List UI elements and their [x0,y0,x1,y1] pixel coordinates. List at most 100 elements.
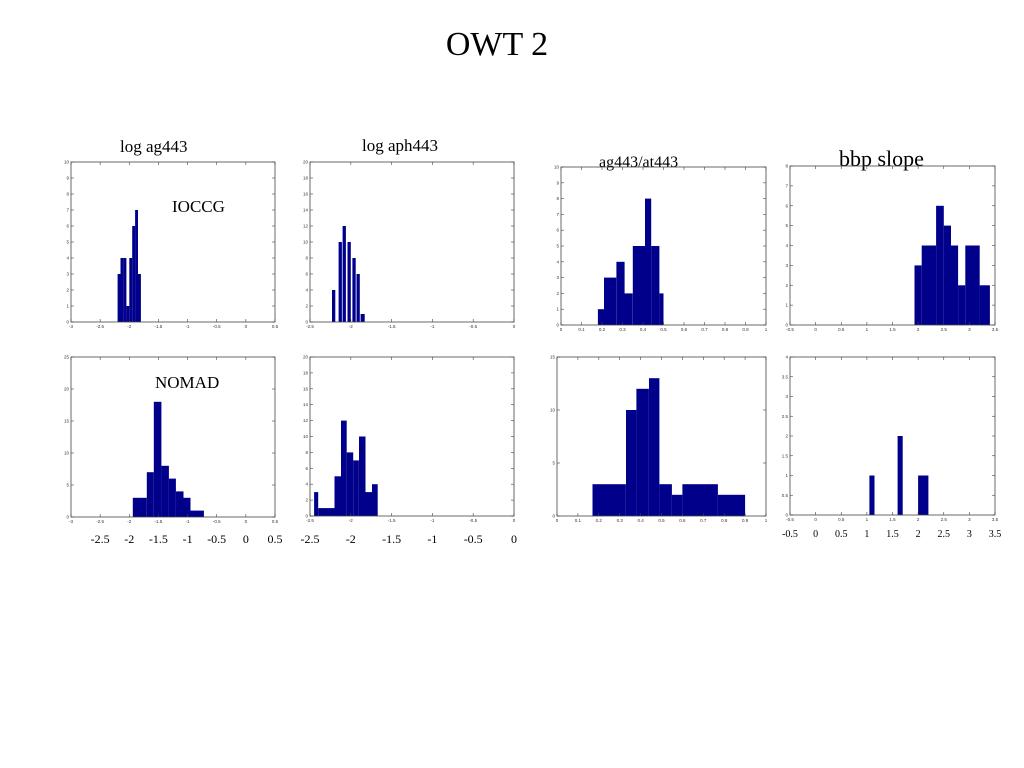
histogram-6: -2.5 -2 -1.5 -1 -0.5 0 0 2 4 6 8 10 12 14 16 18 20 [303,355,516,524]
bar-6 [645,198,652,325]
bar-7 [965,245,980,325]
y-tick-label: 0 [785,323,788,328]
bar-8 [138,274,141,322]
bar-1 [132,497,147,517]
bar-2 [897,436,903,515]
y-tick-label: 2.5 [782,414,789,419]
y-tick-label: 4 [785,243,788,248]
y-tick-label: 15 [550,355,556,360]
y-tick-label: 0 [305,514,308,519]
y-tick-label: 14 [303,402,309,407]
y-tick-label: 1 [785,303,788,308]
y-tick-label: 6 [305,466,308,471]
y-tick-label: 5 [785,223,788,228]
x-tick-label: 3 [968,327,971,332]
x-tick-label: 1 [866,517,869,522]
bar-2 [146,472,154,517]
column-title-bbp-slope: bbp slope [839,146,924,171]
bottom-axis-label: 0 [242,532,249,546]
x-tick-label: 0.3 [617,518,624,523]
x-tick-label: 0.5 [658,518,665,523]
y-tick-label: 7 [785,183,788,188]
bottom-axis-label: -0.5 [782,529,798,540]
histogram-5: -3 -2.5 -2 -1.5 -1 -0.5 0 0.5 0 5 10 15 20 25 [64,355,279,525]
bottom-axis-label: 1 [864,529,870,540]
x-tick-label: -1.5 [388,324,396,329]
bar-2 [921,245,937,325]
y-tick-label: 8 [305,256,308,261]
y-tick-label: 3 [66,272,69,277]
x-tick-label: 0 [556,518,559,523]
x-tick-label: 1 [765,327,768,332]
bar-1 [592,484,626,516]
y-tick-label: 1.5 [782,453,789,458]
bar-6 [672,494,683,516]
x-tick-label: -0.5 [469,518,477,523]
x-tick-label: 0.1 [575,518,582,523]
bottom-axis-label: -0.5 [463,532,483,546]
y-tick-label: 4 [556,259,559,264]
bar-7 [360,314,365,322]
bar-1 [117,274,121,322]
x-tick-label: -1.5 [155,324,163,329]
y-tick-label: 3.5 [782,374,789,379]
y-tick-label: 5 [66,483,69,488]
x-tick-label: 0.5 [272,519,279,524]
y-tick-label: 9 [556,180,559,185]
histogram-1: -3 -2.5 -2 -1.5 -1 -0.5 0 0.5 0 1 2 3 4 5 6 7 8 9 10 [64,160,279,330]
x-tick-label: 0.3 [619,327,626,332]
y-tick-label: 10 [303,434,309,439]
bar-6 [356,274,360,322]
y-tick-label: 6 [785,203,788,208]
y-tick-label: 12 [303,224,309,229]
bar-4 [649,378,660,516]
y-tick-label: 8 [556,196,559,201]
x-tick-label: 0 [814,327,817,332]
y-tick-label: 10 [64,160,70,165]
column-title-ag443-at443: ag443/at443 [599,154,679,171]
bar-1 [869,475,875,515]
y-tick-label: 2 [66,288,69,293]
x-tick-label: 0.5 [838,517,845,522]
axes-frame [70,161,276,323]
y-tick-label: 20 [303,355,309,360]
y-tick-label: 10 [303,240,309,245]
bar-5 [632,246,646,325]
bottom-axis-label: -0.5 [207,532,227,546]
y-tick-label: 2 [556,291,559,296]
y-tick-label: 10 [64,451,70,456]
bar-3 [918,475,929,515]
y-tick-label: 0 [305,320,308,325]
bar-3 [334,476,341,517]
x-tick-label: 0.8 [721,518,728,523]
page-title: OWT 2 [445,26,549,63]
x-tick-label: 0 [814,517,817,522]
bottom-axis-label: -1.5 [382,532,402,546]
y-tick-label: 15 [64,419,70,424]
bar-1 [314,492,319,516]
bottom-axis-label: 0 [511,532,517,546]
x-tick-label: 0.5 [272,324,279,329]
column-title-log-ag443: log ag443 [120,137,188,156]
bar-5 [129,258,133,322]
y-tick-label: 6 [66,224,69,229]
bar-1 [914,265,922,325]
x-tick-label: 0.9 [742,327,749,332]
bar-7 [651,246,660,325]
y-tick-label: 4 [305,288,308,293]
bar-3 [936,205,944,326]
y-tick-label: 0 [552,514,555,519]
bottom-axis-label: 2.5 [937,529,951,540]
y-tick-label: 8 [305,450,308,455]
bar-8 [659,293,664,325]
x-tick-label: -3 [69,519,73,524]
bar-3 [153,401,162,517]
row-label-nomad: NOMAD [155,373,220,392]
column-title-log-aph443: log aph443 [362,136,439,155]
bar-1 [597,309,604,325]
x-tick-label: 0 [245,324,248,329]
y-tick-label: 4 [305,482,308,487]
bar-6 [132,226,136,322]
x-tick-label: 0 [560,327,563,332]
